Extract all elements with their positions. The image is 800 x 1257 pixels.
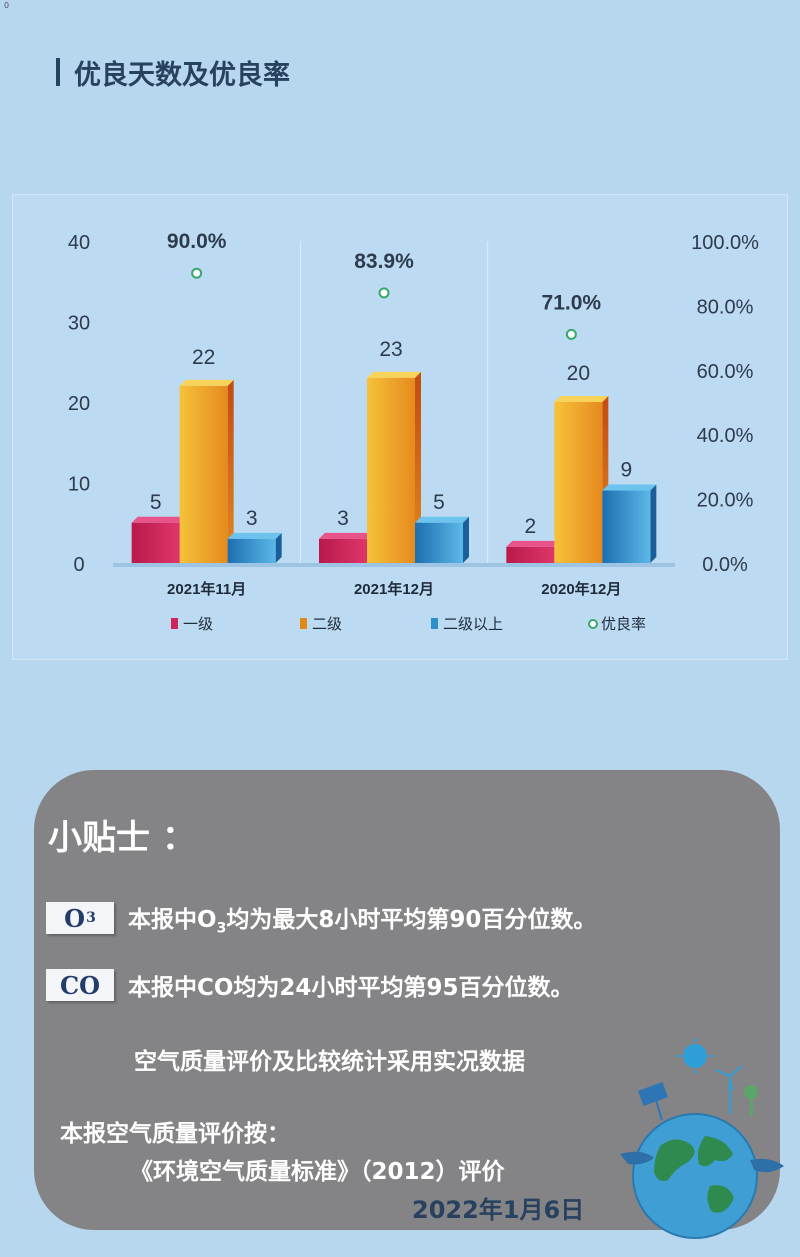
y-right-tick-label: 20.0% <box>697 490 754 512</box>
note-standard-intro: 本报空气质量评价按： <box>60 1121 290 1147</box>
bar-above-level2 <box>602 490 651 563</box>
bar-top <box>506 540 561 547</box>
bar-value-label: 22 <box>192 346 215 369</box>
legend-label: 一级 <box>183 616 213 633</box>
rate-point <box>378 287 390 299</box>
y-right-tick-label: 80.0% <box>697 296 754 318</box>
bar-chart: 0 10 20 30 40 0.0% 20.0% 40.0% 60.0% 80.0% 100.0% 5… <box>68 230 759 633</box>
legend-label: 二级 <box>312 616 342 633</box>
bar-value-label: 3 <box>246 507 258 530</box>
bar-value-label: 23 <box>379 338 402 361</box>
bar-side <box>275 532 282 563</box>
bar-value-label: 3 <box>337 507 349 530</box>
legend-label: 优良率 <box>601 616 646 633</box>
rate-label: 83.9% <box>354 250 414 273</box>
y-right-tick-label: 0.0% <box>702 554 748 576</box>
co-tag: CO <box>46 969 114 1001</box>
y-left-tick-label: 30 <box>68 313 90 335</box>
legend-marker <box>588 619 598 629</box>
note-realtime: 空气质量评价及比较统计采用实况数据 <box>134 1049 525 1075</box>
earth-illustration <box>620 1038 784 1239</box>
rate-label: 71.0% <box>542 291 602 314</box>
bar-value-label: 20 <box>567 362 590 385</box>
rate-label: 90.0% <box>167 230 227 253</box>
section-title: 优良天数及优良率 <box>56 52 290 92</box>
corner-mark: 0 <box>4 1 10 10</box>
bar-top <box>319 532 373 539</box>
bar-top <box>227 532 282 539</box>
y-left-tick-label: 10 <box>68 474 90 496</box>
bar-level2 <box>179 385 228 563</box>
o3-text-a: 本报中O <box>128 907 217 933</box>
x-category-label: 2021年11月 <box>167 580 246 598</box>
tip-co: CO 本报中CO均为24小时平均第95百分位数。 <box>46 968 573 1002</box>
bar-above-level2 <box>227 538 276 563</box>
legend-swatch <box>171 618 178 629</box>
y-right-tick-label: 40.0% <box>697 425 754 447</box>
note-standard: 《环境空气质量标准》（2012）评价 <box>130 1159 505 1185</box>
rate-point <box>191 267 203 279</box>
bar-side <box>650 484 657 563</box>
legend-label: 二级以上 <box>443 616 503 633</box>
bar-top <box>554 396 609 402</box>
x-category-label: 2021年12月 <box>354 580 434 598</box>
o3-text-b: 均为最大8小时平均第90百分位数。 <box>226 907 597 933</box>
chart-card: 0 10 20 30 40 0.0% 20.0% 40.0% 60.0% 80.0% 100.0% 5… <box>12 194 788 660</box>
title-accent-bar <box>56 58 60 86</box>
bar-top <box>602 484 657 491</box>
bar-side <box>463 516 469 563</box>
co-text: 本报中CO均为24小时平均第95百分位数。 <box>128 975 574 1001</box>
bar-level2 <box>554 402 603 563</box>
bar-value-label: 9 <box>620 459 632 482</box>
bar-value-label: 5 <box>433 491 445 514</box>
bar-level2 <box>367 377 415 563</box>
y-left-tick-label: 0 <box>73 554 84 576</box>
legend-swatch <box>300 618 307 629</box>
bar-level1 <box>131 522 180 563</box>
tips-title: 小贴士 ： <box>48 818 196 858</box>
o3-tag-sub: 3 <box>86 910 96 927</box>
y-left-tick-label: 40 <box>68 232 90 254</box>
bar-top <box>367 371 421 378</box>
y-right-tick-label: 100.0% <box>691 232 759 254</box>
y-right-tick-label: 60.0% <box>697 361 754 383</box>
bar-level1 <box>319 538 367 563</box>
legend-swatch <box>431 618 438 629</box>
chart-floor <box>113 563 675 567</box>
bar-value-label: 5 <box>150 491 162 514</box>
bar-top <box>415 516 469 523</box>
o3-text: 本报中O3均为最大8小时平均第90百分位数。 <box>128 900 596 937</box>
report-date: 2022年1月6日 <box>412 1196 585 1224</box>
o3-text-sub: 3 <box>216 920 227 937</box>
rate-point <box>565 328 577 340</box>
bar-side <box>227 379 234 563</box>
bar-value-label: 2 <box>524 515 536 538</box>
y-left-tick-label: 20 <box>68 393 90 415</box>
bar-level1 <box>506 546 555 563</box>
bar-side <box>415 371 421 563</box>
bar-top <box>179 379 234 386</box>
o3-tag-letter: O <box>64 903 86 933</box>
section-title-text: 优良天数及优良率 <box>74 59 290 91</box>
x-category-label: 2020年12月 <box>541 580 621 598</box>
bar-above-level2 <box>415 522 463 563</box>
bar-top <box>131 516 186 523</box>
